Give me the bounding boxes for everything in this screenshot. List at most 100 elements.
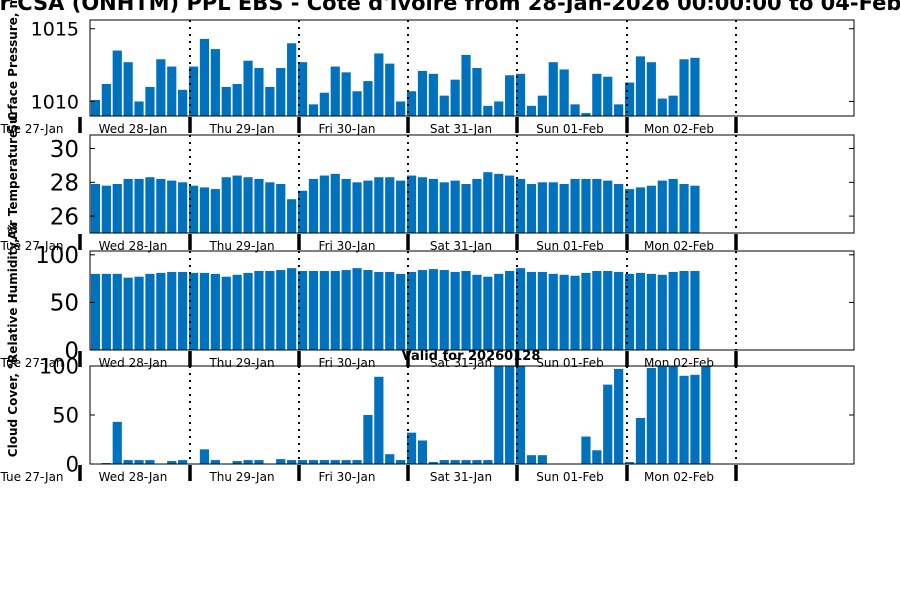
bar-1-13	[232, 84, 242, 116]
bar-2-28	[396, 180, 406, 233]
bar-1-51	[646, 62, 656, 116]
day-label-4-1: Wed 28-Jan	[99, 470, 168, 484]
bar-2-10	[199, 187, 210, 233]
bar-4-19	[297, 460, 308, 464]
bar-1-30	[417, 70, 428, 116]
bar-2-45	[581, 178, 591, 233]
bar-3-32	[439, 270, 449, 350]
bar-1-19	[297, 62, 308, 116]
bar-3-2	[112, 273, 122, 350]
bar-1-25	[363, 81, 373, 116]
bar-2-32	[439, 182, 449, 233]
bar-4-52	[657, 366, 667, 464]
bar-3-17	[276, 270, 286, 350]
bar-2-48	[614, 184, 624, 233]
day-label-1-1: Wed 28-Jan	[99, 122, 168, 136]
bar-1-37	[494, 101, 504, 116]
bar-1-12	[221, 86, 231, 116]
bar-4-34	[461, 460, 471, 464]
bar-3-48	[614, 271, 624, 350]
ytick-label-1: 1010	[31, 91, 79, 113]
bar-1-50	[635, 56, 646, 116]
bar-4-5	[145, 460, 155, 464]
bar-2-26	[374, 177, 384, 233]
bar-2-9	[188, 185, 199, 233]
bar-1-8	[178, 89, 188, 116]
day-label-2-0: Tue 27-Jan	[0, 239, 64, 253]
ytick-label-4: 100	[39, 355, 79, 379]
bar-1-10	[199, 38, 210, 116]
ytick-label-3: 0	[64, 338, 79, 364]
bar-3-24	[352, 268, 362, 350]
bar-4-40	[526, 455, 537, 464]
bar-3-19	[297, 270, 308, 350]
bar-2-12	[221, 177, 231, 233]
bar-1-43	[559, 69, 569, 116]
bar-1-26	[374, 53, 384, 116]
bar-4-17	[276, 459, 286, 464]
bar-4-55	[690, 374, 700, 464]
bar-1-38	[505, 75, 515, 116]
bar-2-19	[297, 190, 308, 233]
bar-4-23	[341, 460, 351, 464]
bar-4-46	[592, 450, 602, 464]
bar-2-47	[603, 180, 613, 233]
bar-3-37	[494, 273, 504, 350]
day-label-2-5: Sun 01-Feb	[536, 239, 604, 253]
bar-1-34	[461, 54, 471, 116]
bar-3-11	[210, 273, 220, 350]
bar-4-22	[330, 460, 340, 464]
bar-2-49	[624, 189, 635, 233]
bar-2-51	[646, 185, 656, 233]
bar-2-21	[319, 175, 329, 233]
bar-1-46	[592, 73, 602, 116]
bar-3-54	[679, 270, 689, 350]
bar-1-52	[657, 98, 667, 116]
bar-2-1	[101, 185, 111, 233]
bar-4-33	[450, 460, 460, 464]
bar-4-13	[232, 461, 242, 464]
bar-2-54	[679, 184, 689, 233]
bar-4-8	[178, 460, 188, 464]
bar-2-5	[145, 177, 155, 233]
ytick-label-2: 26	[50, 204, 79, 230]
bar-4-25	[363, 415, 373, 464]
chart-title: for CSA (ONHTM) PPL EBS - Cote d'Ivoire …	[0, 0, 900, 13]
bar-1-45	[581, 113, 591, 116]
bar-3-39	[515, 268, 526, 350]
bar-1-47	[603, 76, 613, 116]
y-axis-label-2: Air Temperature, C	[6, 112, 20, 240]
bar-1-33	[450, 79, 460, 116]
bar-2-37	[494, 173, 504, 233]
day-label-4-4: Sat 31-Jan	[430, 470, 492, 484]
bar-3-45	[581, 272, 591, 350]
bar-3-40	[526, 271, 537, 350]
bar-1-36	[483, 105, 493, 116]
bar-1-55	[690, 57, 700, 116]
bar-2-3	[123, 178, 133, 233]
bar-4-4	[134, 460, 144, 464]
bar-1-40	[526, 105, 537, 116]
bar-2-0	[90, 184, 101, 233]
bar-2-33	[450, 180, 460, 233]
day-label-4-6: Mon 02-Feb	[644, 470, 714, 484]
bar-1-11	[210, 49, 220, 117]
bar-1-24	[352, 91, 362, 116]
bar-4-50	[635, 417, 646, 464]
bar-4-54	[679, 375, 689, 464]
bar-3-28	[396, 273, 406, 350]
bar-3-29	[406, 271, 417, 350]
bar-4-21	[319, 460, 329, 464]
bar-2-41	[537, 182, 547, 233]
bar-2-20	[308, 178, 319, 233]
bar-3-21	[319, 270, 329, 350]
bar-3-9	[188, 272, 199, 350]
day-label-4-5: Sun 01-Feb	[536, 470, 604, 484]
bar-1-9	[188, 66, 199, 116]
bar-4-29	[406, 432, 417, 464]
bar-3-47	[603, 270, 613, 350]
bar-3-22	[330, 270, 340, 350]
bar-1-27	[385, 63, 395, 116]
bar-3-25	[363, 270, 373, 350]
